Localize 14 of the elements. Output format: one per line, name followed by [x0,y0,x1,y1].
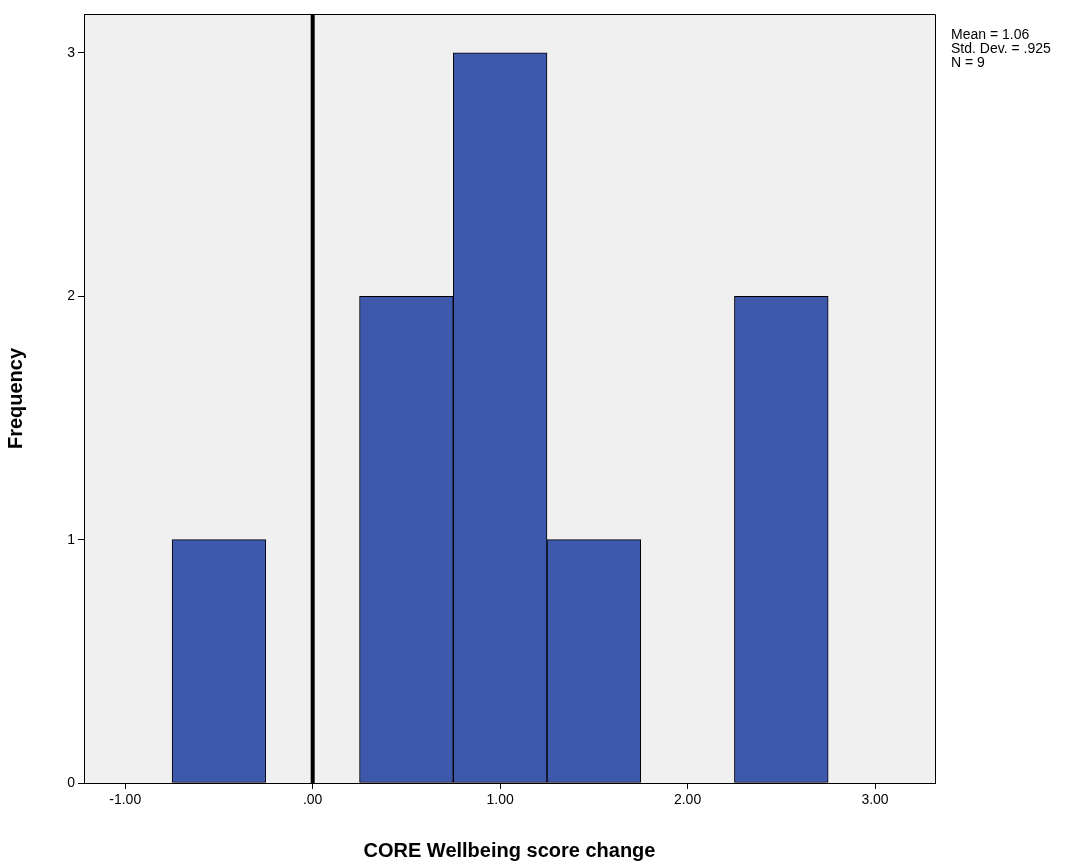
text: N = 9 [951,53,986,70]
x-tick-label: 2.00 [673,791,702,808]
x-tick-label: -1.00 [109,791,142,808]
x-tick-label: 3.00 [861,791,889,808]
y-tick-label: 2 [67,287,76,304]
y-tick-label: 3 [67,43,76,60]
y-tick-label: 1 [67,530,76,547]
text: Std. Dev. = .925 [951,39,1051,56]
x-tick-label: .00 [302,791,323,808]
x-axis-title: CORE Wellbeing score change [363,838,656,861]
y-axis-title: Frequency [3,347,26,450]
x-tick-label: 1.00 [486,791,514,808]
text: Mean = 1.06 [951,25,1030,42]
y-tick-label: 0 [67,773,76,790]
